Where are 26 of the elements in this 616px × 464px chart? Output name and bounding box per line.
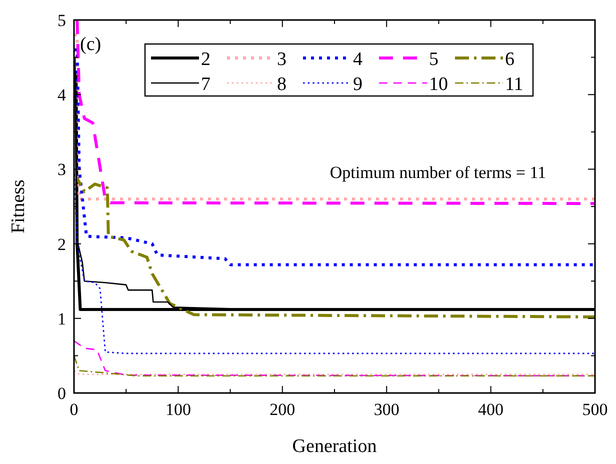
legend-label: 2 bbox=[201, 49, 210, 70]
legend-label: 10 bbox=[429, 74, 448, 95]
y-tick-label: 3 bbox=[58, 160, 66, 180]
y-tick-label: 4 bbox=[58, 86, 66, 105]
legend-label: 9 bbox=[353, 74, 362, 95]
legend-label: 11 bbox=[505, 74, 524, 95]
x-tick-label: 500 bbox=[582, 400, 608, 419]
annotation: (c) bbox=[80, 34, 102, 55]
y-tick-label: 5 bbox=[58, 11, 66, 30]
legend-label: 7 bbox=[201, 74, 210, 95]
legend-label: 4 bbox=[353, 49, 363, 70]
legend-label: 5 bbox=[429, 49, 438, 70]
annotation: Optimum number of terms = 11 bbox=[330, 163, 546, 182]
x-tick-label: 100 bbox=[165, 400, 191, 419]
legend-label: 6 bbox=[505, 49, 514, 70]
x-axis-title: Generation bbox=[292, 436, 378, 457]
y-tick-label: 0 bbox=[58, 384, 66, 403]
x-tick-label: 300 bbox=[374, 400, 400, 419]
x-tick-label: 200 bbox=[270, 400, 296, 419]
legend-label: 8 bbox=[277, 74, 286, 95]
y-tick-label: 2 bbox=[58, 234, 66, 254]
y-tick-label: 1 bbox=[58, 309, 66, 328]
x-tick-label: 0 bbox=[70, 400, 78, 419]
legend-label: 3 bbox=[277, 49, 286, 70]
y-axis-title: Fitness bbox=[8, 180, 29, 234]
x-tick-label: 400 bbox=[478, 400, 504, 419]
